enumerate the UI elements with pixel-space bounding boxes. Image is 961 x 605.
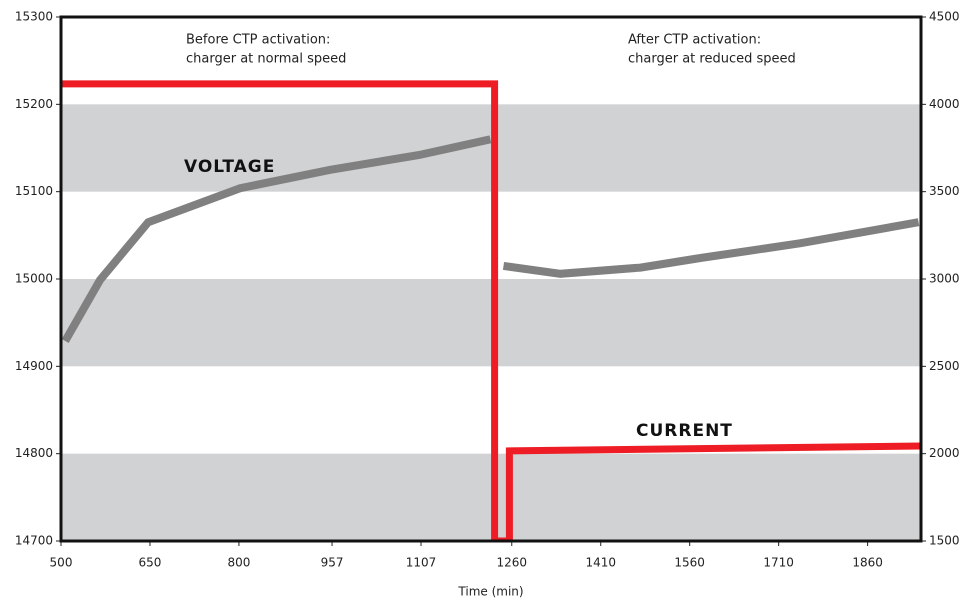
annotation: CURRENT — [636, 421, 733, 441]
x-tick-label: 1410 — [585, 556, 616, 570]
x-tick-label: 957 — [321, 556, 344, 570]
y-tick-label: 14900 — [15, 359, 53, 373]
y-tick-label: 15200 — [15, 97, 53, 111]
series-line — [61, 135, 920, 343]
shaded-band — [61, 453, 921, 541]
annotation: charger at reduced speed — [628, 52, 796, 67]
y-tick-label: 15000 — [15, 272, 53, 286]
y-tick-label: 15300 — [15, 10, 53, 24]
x-tick-label: 1710 — [763, 556, 794, 570]
y2-tick-label: 3000 — [929, 272, 960, 286]
x-axis-label: Time (min) — [457, 585, 523, 599]
y2-tick-label: 3500 — [929, 184, 960, 198]
x-tick-label: 1107 — [406, 556, 437, 570]
x-tick-label: 500 — [50, 556, 73, 570]
annotation: VOLTAGE — [184, 157, 275, 177]
plot-frame — [59, 15, 923, 543]
y2-tick-label: 4000 — [929, 97, 960, 111]
x-tick-label: 1860 — [852, 556, 883, 570]
x-tick-label: 1260 — [496, 556, 527, 570]
annotation: After CTP activation: — [628, 33, 761, 48]
y-tick-label: 14800 — [15, 446, 53, 460]
y2-tick-label: 2500 — [929, 359, 960, 373]
x-tick-label: 1560 — [674, 556, 705, 570]
shaded-band — [61, 279, 921, 367]
y2-tick-label: 1500 — [929, 534, 960, 548]
y-tick-label: 14700 — [15, 534, 53, 548]
x-tick-label: 800 — [227, 556, 250, 570]
shaded-band — [61, 104, 921, 192]
annotation: charger at normal speed — [186, 52, 346, 67]
y2-tick-label: 4500 — [929, 10, 960, 24]
series-line — [61, 80, 921, 541]
annotation: Before CTP activation: — [186, 33, 330, 48]
y-tick-label: 15100 — [15, 184, 53, 198]
x-tick-label: 650 — [139, 556, 162, 570]
y2-tick-label: 2000 — [929, 446, 960, 460]
